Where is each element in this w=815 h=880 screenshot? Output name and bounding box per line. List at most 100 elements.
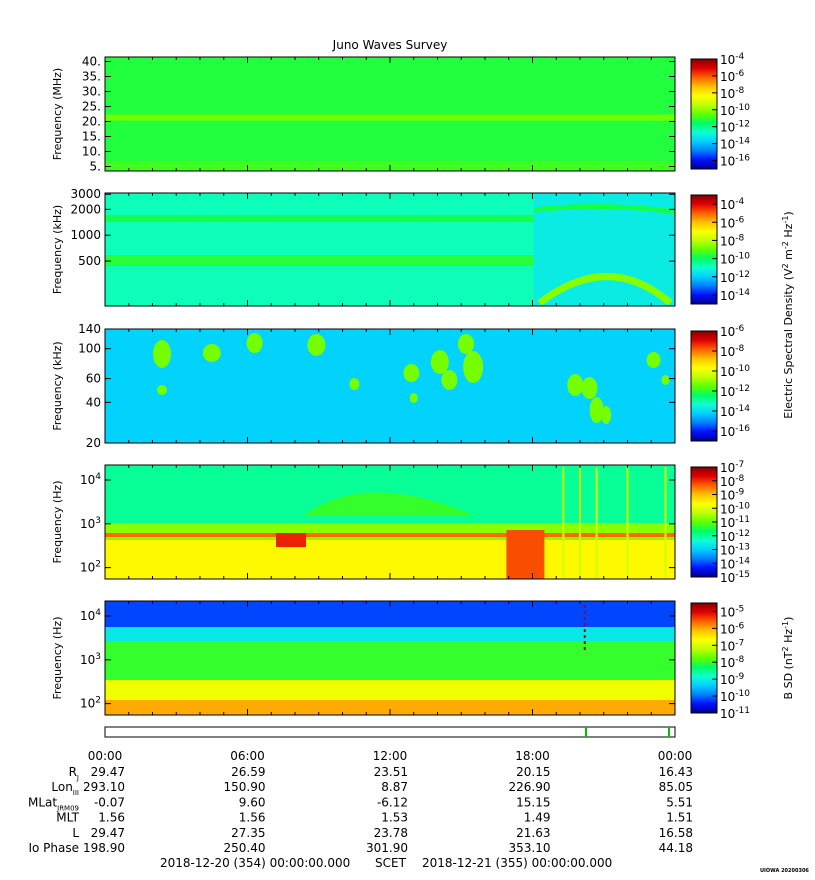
colorbar-tick-base: 10 (720, 656, 735, 670)
ephemeris-value: 16.58 (659, 826, 693, 840)
ephemeris-label: RJ (69, 765, 79, 782)
colorbar-tick-label: 10-14 (720, 556, 750, 571)
ephemeris-label-main: R (69, 765, 77, 779)
colorbar-tick-base: 10 (720, 557, 735, 571)
colorbar-tick-label: 10-16 (720, 424, 750, 439)
y-tick-base: 10 (80, 473, 95, 487)
ephemeris-label: Io Phase (28, 841, 79, 855)
y-tick-label: 20 (86, 436, 101, 450)
colorbar-tick-base: 10 (720, 138, 735, 152)
ephemeris-label-sub: JRM09 (56, 804, 79, 812)
ephemeris-value: 8.87 (381, 780, 408, 794)
colorbar-tick-base: 10 (720, 405, 735, 419)
colorbar-tick-label: 10-11 (720, 515, 750, 530)
y-tick-label: 15. (82, 130, 101, 144)
colorbar-tick-exp: -9 (735, 488, 744, 498)
colorbar-tick-base: 10 (720, 198, 735, 212)
ephemeris-label: L (72, 826, 79, 840)
y-tick-base: 10 (80, 697, 95, 711)
spectral-band (105, 533, 675, 537)
magnetic-label-c: ) (782, 617, 795, 621)
colorbar-tick-label: 10-4 (720, 197, 745, 212)
colorbar-tick-base: 10 (720, 605, 735, 619)
y-tick-label: 104 (80, 608, 101, 623)
colorbar-tick-base: 10 (720, 365, 735, 379)
colorbar-tick-exp: -4 (735, 52, 744, 62)
y-tick-label: 1000 (70, 228, 101, 242)
y-tick-label: 103 (80, 516, 101, 531)
emission-blob (153, 340, 171, 368)
colorbar-tick-exp: -12 (735, 120, 750, 130)
y-tick-exp: 2 (95, 560, 101, 570)
spectral-arc (537, 273, 673, 306)
mode-strip (104, 726, 676, 738)
colorbar-gradient (690, 194, 718, 305)
colorbar-tick-base: 10 (720, 461, 735, 475)
footer-start: 2018-12-20 (354) 00:00:00.000 (160, 856, 350, 870)
colorbar-gradient (690, 330, 718, 442)
ephemeris-value: 1.51 (666, 811, 693, 825)
colorbar-tick-exp: -7 (735, 638, 744, 648)
y-tick-label: 60 (86, 372, 101, 386)
ephemeris-value: 26.59 (231, 765, 265, 779)
emission-blob (463, 351, 484, 383)
colorbar-tick-label: 10-13 (720, 543, 750, 558)
spectral-region (105, 523, 675, 540)
y-tick-label: 102 (80, 696, 101, 711)
colorbar-tick-label: 10-9 (720, 672, 745, 687)
colorbar-tick-base: 10 (720, 121, 735, 135)
colorbar-tick-label: 10-5 (720, 604, 744, 619)
colorbar-tick-base: 10 (720, 325, 735, 339)
spectral-region (105, 627, 675, 641)
colorbar-tick-exp: -10 (735, 364, 750, 374)
y-axis-label: Frequency (kHz) (51, 341, 64, 430)
colorbar-tick-label: 10-6 (720, 69, 745, 84)
emission-blob (307, 334, 326, 356)
emission-blob (246, 333, 263, 353)
colorbar-tick-label: 10-6 (720, 324, 745, 339)
colorbar-tick-base: 10 (720, 475, 735, 489)
y-tick-label: 2000 (70, 202, 101, 216)
colorbar-tick-base: 10 (720, 690, 735, 704)
footer-end: 2018-12-21 (355) 00:00:00.000 (422, 856, 612, 870)
emission-blob (646, 352, 661, 368)
colorbar-tick-exp: -6 (735, 215, 744, 225)
ephemeris-value: -0.07 (94, 795, 125, 809)
spectral-band (105, 114, 675, 121)
time-axis: 00:00 06:00 12:00 18:00 00:00 (88, 749, 693, 763)
ephemeris-value: 198.90 (83, 841, 125, 855)
spectral-region (304, 492, 474, 515)
electric-label-sup1: 2 (781, 263, 790, 268)
colorbar-tick-exp: -8 (735, 344, 744, 354)
spectral-band (105, 215, 534, 222)
magnetic-label-sup2: -1 (781, 621, 790, 629)
colorbar-tick-label: 10-10 (720, 103, 750, 118)
colorbar-tick-exp: -8 (735, 86, 744, 96)
ephemeris-value: 44.18 (659, 841, 693, 855)
emission-blob (349, 378, 360, 390)
y-tick-label: 103 (80, 652, 101, 667)
electric-label-c: Hz (782, 223, 795, 241)
colorbar-tick-exp: -6 (735, 621, 744, 631)
colorbar-tick-exp: -16 (735, 154, 750, 164)
colorbar-tick-base: 10 (720, 425, 735, 439)
ephemeris-value: 20.15 (516, 765, 550, 779)
colorbar-tick-exp: -14 (735, 404, 750, 414)
y-tick-label: 500 (78, 254, 101, 268)
colorbar-tick-base: 10 (720, 673, 735, 687)
colorbar-tick-label: 10-14 (720, 404, 750, 419)
ephemeris-table: RJ 29.47 26.59 23.51 20.15 16.43 LonIII 293.10 1… (28, 765, 693, 855)
time-tick-label: 06:00 (230, 749, 265, 763)
colorbar-tick-label: 10-15 (720, 570, 750, 585)
ephemeris-label-main: MLat (28, 795, 57, 809)
colorbar-tick-base: 10 (720, 530, 735, 544)
magnetic-label-b: Hz (782, 629, 795, 647)
y-tick-base: 10 (80, 609, 95, 623)
emission-blob (601, 406, 612, 424)
ephemeris-value: -6.12 (377, 795, 408, 809)
colorbar-tick-base: 10 (720, 516, 735, 530)
